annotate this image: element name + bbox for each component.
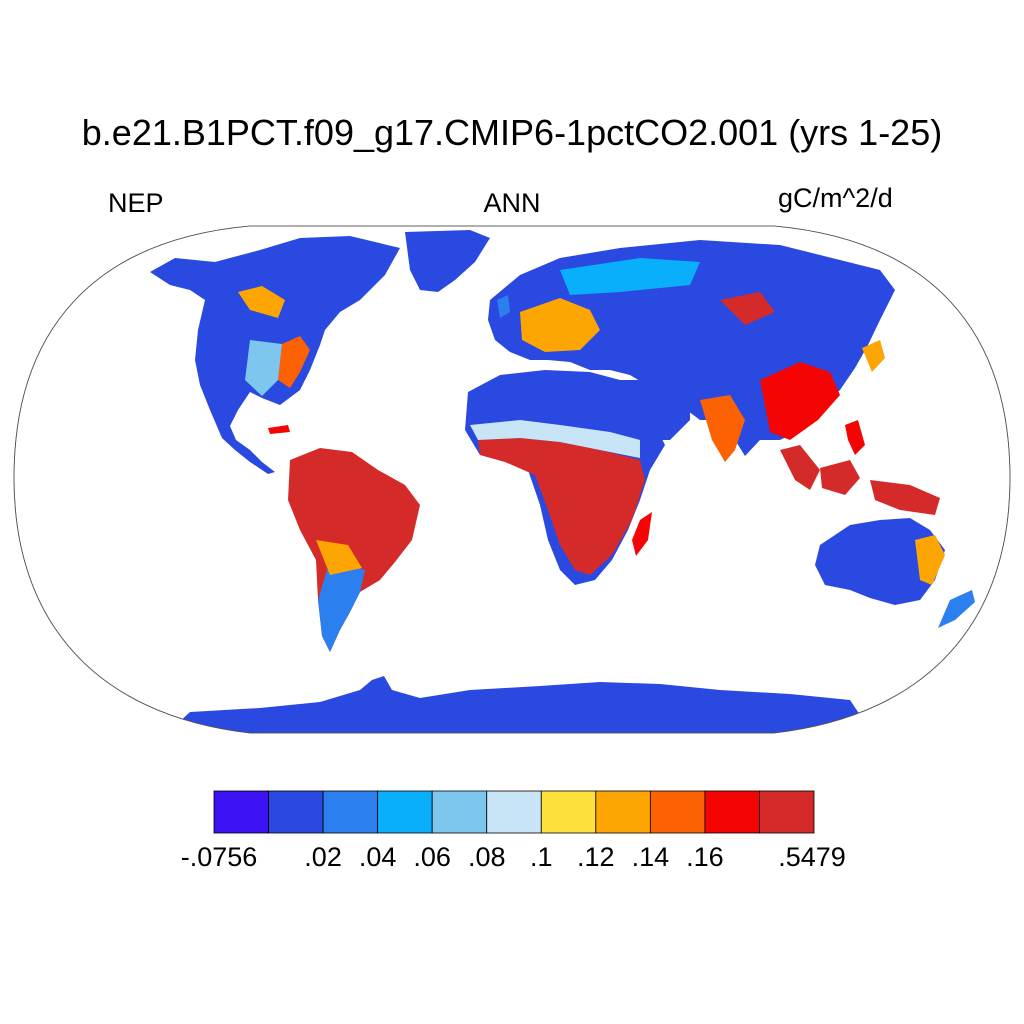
colorbar-swatch-1: [268, 790, 324, 834]
new-zealand: [938, 590, 975, 628]
map-boundary-outline: [13, 225, 1011, 734]
colorbar-label-8: .16: [686, 842, 724, 872]
antarctica: [160, 676, 870, 733]
south-america-mid: [316, 540, 362, 575]
indonesia-east: [870, 480, 940, 515]
colorbar-swatch-8: [649, 790, 706, 834]
colorbar-swatch-9: [704, 790, 760, 834]
colorbar-label-1: .02: [304, 842, 342, 872]
north-america-southeast-warm: [245, 340, 282, 396]
madagascar: [632, 512, 652, 556]
colorbar-label-4: .08: [467, 842, 506, 872]
uk: [497, 295, 510, 318]
colorbar-swatch-0: [213, 790, 269, 834]
colorbar-swatch-3: [377, 790, 433, 834]
australia: [815, 518, 945, 605]
colorbar-swatch-5: [486, 790, 542, 834]
southeast-asia: [780, 445, 820, 490]
colorbar-label-6: .12: [577, 842, 615, 872]
colorbar-swatch-6: [540, 790, 597, 834]
colorbar-swatch-10: [759, 790, 815, 834]
colorbar-swatch-2: [322, 790, 379, 834]
colorbar-swatch-4: [431, 790, 488, 834]
colorbar-label-3: .06: [413, 842, 451, 872]
indonesia-west: [820, 460, 860, 495]
siberia-light: [560, 258, 700, 295]
colorbar: [213, 790, 815, 834]
caribbean: [268, 425, 290, 434]
japan: [862, 340, 885, 372]
australia-east-warm: [915, 535, 945, 585]
variable-label: NEP: [108, 188, 164, 218]
europe-warm: [520, 298, 600, 352]
colorbar-swatch-7: [595, 790, 651, 834]
east-asia-warm: [760, 362, 840, 440]
season-label: ANN: [483, 188, 541, 218]
philippines: [845, 420, 865, 455]
colorbar-label-5: .1: [530, 842, 553, 872]
north-america-west-warm: [238, 286, 285, 318]
colorbar-label-7: .14: [631, 842, 670, 872]
south-america-south: [318, 560, 365, 652]
units-label: gC/m^2/d: [778, 183, 893, 213]
central-asia-warm: [720, 292, 775, 325]
colorbar-label-9: .5479: [778, 842, 846, 872]
greenland: [405, 230, 490, 292]
colorbar-label-0: -.0756: [180, 842, 258, 872]
africa-tropics: [478, 438, 645, 575]
arabia: [620, 380, 690, 440]
africa-sahel: [470, 420, 640, 458]
plot-title: b.e21.B1PCT.f09_g17.CMIP6-1pctCO2.001 (y…: [81, 112, 943, 153]
india: [700, 395, 745, 462]
colorbar-label-2: .04: [358, 842, 397, 872]
north-america-east-warm: [278, 336, 310, 388]
